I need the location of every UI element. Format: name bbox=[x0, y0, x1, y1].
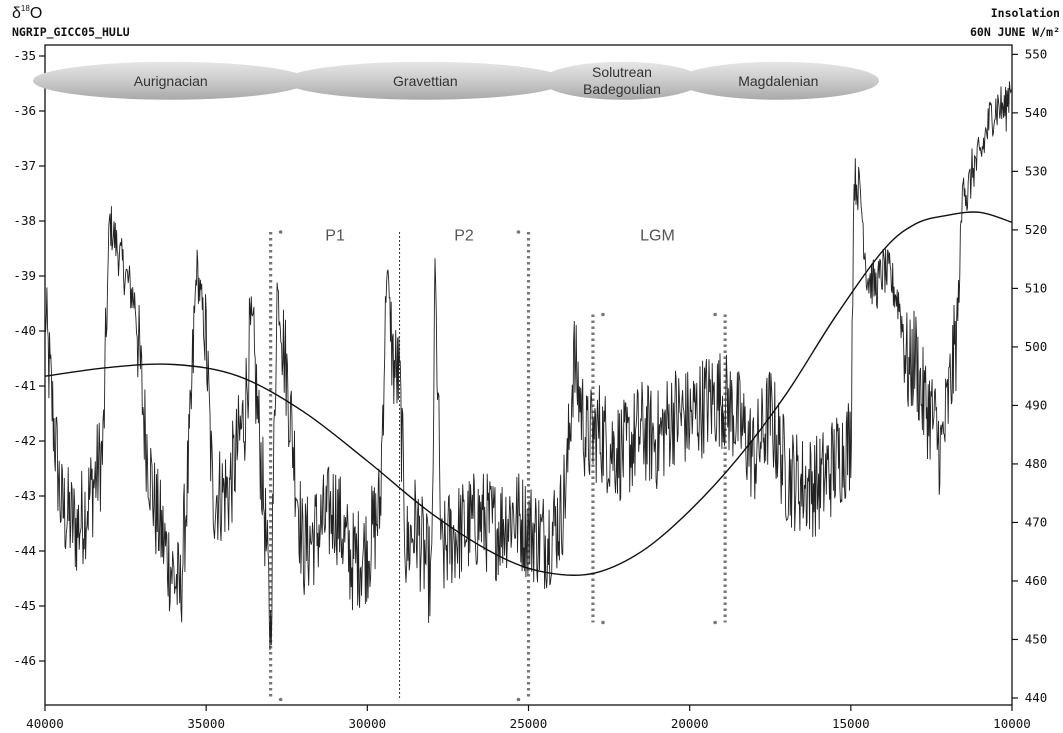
delta18o-series-line bbox=[45, 81, 1012, 651]
right-axis-title-line2: 60N JUNE W/m² bbox=[970, 25, 1060, 39]
left-axis-sublabel: NGRIP_GICC05_HULU bbox=[12, 25, 130, 40]
left-axis-title: δ18O bbox=[12, 4, 42, 22]
right-tick-label: 440 bbox=[1025, 690, 1048, 705]
bracket-end-dot bbox=[601, 312, 605, 317]
culture-band bbox=[284, 61, 567, 100]
right-tick-label: 540 bbox=[1025, 105, 1048, 120]
right-tick-label: 520 bbox=[1025, 222, 1048, 237]
period-label: P2 bbox=[454, 227, 474, 244]
axis-ticks: -35 -36 -37 -38 -39 -40 -41 -42 -43 -44 -45 -46 440 4… bbox=[13, 46, 1047, 731]
left-tick-label: -37 bbox=[13, 158, 36, 173]
left-tick-label: -46 bbox=[13, 653, 36, 668]
bracket-end-dot bbox=[516, 230, 521, 234]
right-tick-label: 510 bbox=[1025, 280, 1048, 295]
left-tick-label: -41 bbox=[13, 378, 36, 393]
right-tick-label: 460 bbox=[1025, 573, 1048, 588]
left-tick-label: -44 bbox=[13, 543, 36, 558]
period-label: P1 bbox=[325, 227, 345, 244]
bracket-end-dot bbox=[713, 620, 717, 625]
left-tick-label: -35 bbox=[13, 48, 36, 63]
right-tick-label: 450 bbox=[1025, 631, 1048, 646]
right-tick-label: 490 bbox=[1025, 397, 1048, 412]
culture-band bbox=[677, 61, 879, 100]
left-tick-label: -45 bbox=[13, 598, 36, 613]
period-label: LGM bbox=[640, 227, 675, 244]
period-labels: P1 P2 LGM bbox=[325, 227, 674, 244]
x-tick-label: 35000 bbox=[187, 716, 225, 731]
x-tick-label: 20000 bbox=[671, 716, 709, 731]
insolation-series-line bbox=[45, 211, 1012, 577]
right-axis-title-line1: Insolation bbox=[991, 6, 1060, 20]
period-boundaries bbox=[269, 230, 727, 702]
bracket-end-dot bbox=[278, 697, 283, 702]
culture-label: Solutrean bbox=[592, 64, 652, 80]
culture-band bbox=[33, 61, 309, 100]
culture-label: Aurignacian bbox=[134, 73, 208, 89]
culture-label: Magdalenian bbox=[738, 73, 818, 89]
left-tick-label: -36 bbox=[13, 103, 36, 118]
left-tick-label: -40 bbox=[13, 323, 36, 338]
culture-label-line2: Badegoulian bbox=[583, 81, 661, 97]
right-tick-label: 480 bbox=[1025, 456, 1048, 471]
bracket-end-dot bbox=[516, 697, 521, 702]
left-tick-label: -39 bbox=[13, 268, 36, 283]
bracket-end-dot bbox=[601, 620, 605, 625]
left-tick-label: -42 bbox=[13, 433, 36, 448]
right-tick-label: 530 bbox=[1025, 163, 1048, 178]
x-tick-label: 25000 bbox=[510, 716, 548, 731]
culture-bands: Aurignacian Gravettian SolutreanBadegoulia… bbox=[33, 61, 879, 100]
x-tick-label: 10000 bbox=[993, 716, 1031, 731]
right-tick-label: 470 bbox=[1025, 514, 1048, 529]
x-tick-label: 30000 bbox=[349, 716, 387, 731]
left-tick-label: -38 bbox=[13, 213, 36, 228]
left-tick-label: -43 bbox=[13, 488, 36, 503]
right-tick-label: 550 bbox=[1025, 46, 1048, 61]
x-tick-label: 40000 bbox=[26, 716, 64, 731]
x-tick-label: 15000 bbox=[832, 716, 870, 731]
series-group bbox=[45, 81, 1012, 651]
bracket-end-dot bbox=[278, 230, 283, 234]
culture-label: Gravettian bbox=[393, 73, 458, 89]
culture-band bbox=[542, 61, 702, 100]
right-tick-label: 500 bbox=[1025, 339, 1048, 354]
bracket-end-dot bbox=[713, 312, 717, 317]
